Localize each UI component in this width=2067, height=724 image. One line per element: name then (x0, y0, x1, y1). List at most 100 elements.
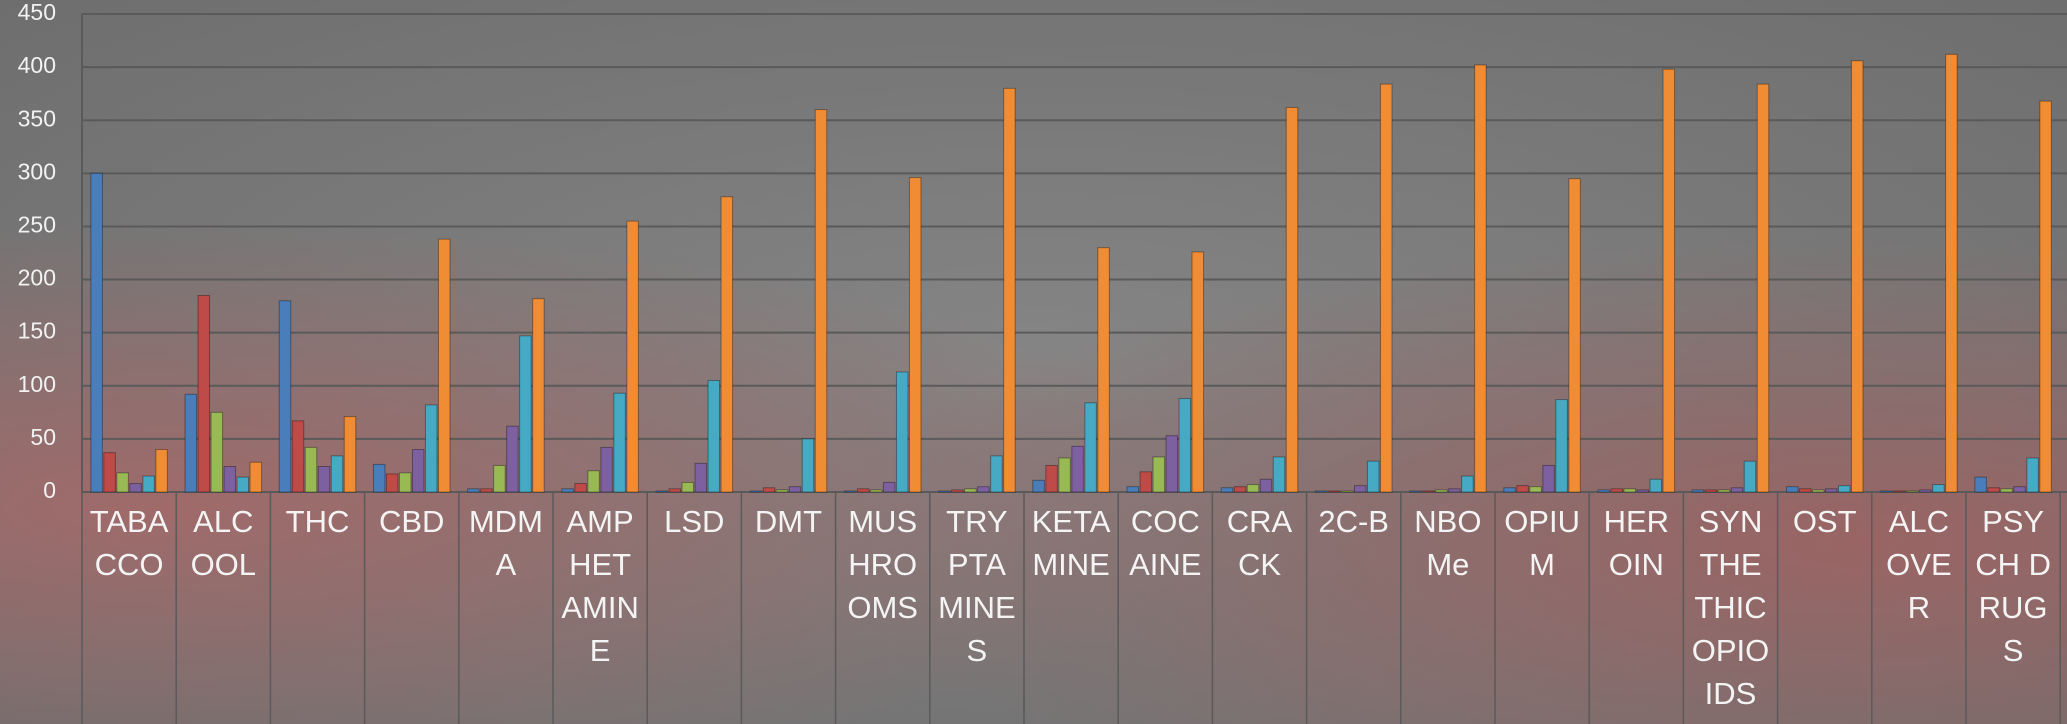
bar (1610, 488, 1624, 493)
bar (1623, 488, 1637, 493)
bar (1285, 106, 1299, 493)
y-tick-label: 250 (18, 212, 56, 238)
bar (129, 483, 142, 493)
bar (1259, 478, 1273, 493)
bar (1474, 64, 1487, 493)
bar (142, 475, 155, 493)
bar (411, 449, 425, 493)
x-tick-label: OST (1792, 504, 1857, 539)
x-tick-label: 2C-B (1318, 504, 1389, 539)
x-tick-label: HEROIN (1603, 504, 1670, 582)
bar (762, 487, 776, 493)
bar (1003, 87, 1016, 493)
bar (304, 446, 318, 493)
bar (1649, 478, 1663, 493)
bar (1233, 486, 1247, 493)
bar (437, 238, 451, 493)
bar (343, 416, 357, 493)
bar (223, 466, 237, 493)
bar (506, 425, 519, 493)
bar (1272, 456, 1286, 493)
bar (1785, 486, 1799, 493)
bar (1165, 435, 1179, 493)
bar (668, 488, 682, 493)
bar (1409, 490, 1422, 493)
bar (1461, 475, 1474, 493)
bar (2026, 457, 2039, 493)
x-tick-label: CBD (378, 504, 445, 539)
bar (385, 473, 399, 493)
bar (1919, 489, 1932, 493)
y-tick-label: 0 (43, 477, 56, 503)
bar (938, 490, 951, 493)
bar (116, 472, 129, 493)
bar (1932, 484, 1945, 493)
bar (103, 452, 116, 493)
bar (1139, 471, 1153, 493)
bar (1893, 490, 1906, 493)
bar (1126, 486, 1140, 493)
y-tick-label: 300 (18, 158, 56, 184)
bar (1945, 53, 1958, 493)
y-tick-label: 450 (18, 0, 56, 25)
bar (1191, 251, 1205, 493)
x-tick-label: TABACCO (89, 504, 169, 582)
bar (1555, 399, 1568, 493)
bar (1379, 83, 1393, 493)
bar (197, 294, 211, 493)
y-tick-label: 100 (18, 371, 56, 397)
y-tick-label: 350 (18, 105, 56, 131)
bar (951, 489, 964, 493)
bar (561, 488, 574, 493)
bar (788, 486, 802, 493)
bar (467, 488, 480, 493)
bar (694, 462, 708, 493)
bar (801, 438, 815, 493)
bar (155, 449, 168, 493)
bar (1097, 247, 1110, 493)
bar (519, 335, 532, 493)
bar (1529, 486, 1542, 493)
bar (330, 455, 344, 493)
bar (1422, 490, 1435, 493)
bar (908, 177, 922, 493)
bar (1850, 60, 1864, 493)
x-tick-label: PSYCH DRUGS (1975, 504, 2051, 668)
bar (587, 470, 600, 493)
bar (210, 411, 224, 493)
bar (720, 196, 734, 493)
bar (1837, 485, 1851, 493)
bar (1366, 460, 1380, 493)
bar (291, 420, 305, 493)
bar (869, 489, 883, 493)
bar (1178, 398, 1192, 493)
bar (1045, 464, 1058, 493)
bar (613, 392, 626, 493)
x-tick-label: KETAMINE (1031, 504, 1111, 582)
x-tick-label: THC (285, 504, 350, 539)
bar (1314, 490, 1328, 493)
bar (493, 464, 506, 493)
bar (1220, 487, 1234, 493)
bar (1568, 178, 1581, 493)
bar (1516, 485, 1529, 493)
x-tick-label: AMPHETAMINE (561, 504, 639, 668)
bar (532, 298, 545, 493)
bar (1327, 490, 1341, 493)
bar (480, 488, 493, 493)
bar (2013, 486, 2026, 493)
bar (655, 490, 669, 493)
bar (600, 446, 613, 493)
x-tick-label: OPIUM (1504, 504, 1580, 582)
bar (1152, 456, 1166, 493)
bar (1597, 489, 1611, 493)
bar (1542, 464, 1555, 493)
bar (856, 488, 870, 493)
bar (814, 109, 828, 493)
bar (626, 220, 639, 493)
bar (1743, 460, 1757, 493)
bar (882, 481, 896, 493)
bar (1662, 68, 1676, 493)
